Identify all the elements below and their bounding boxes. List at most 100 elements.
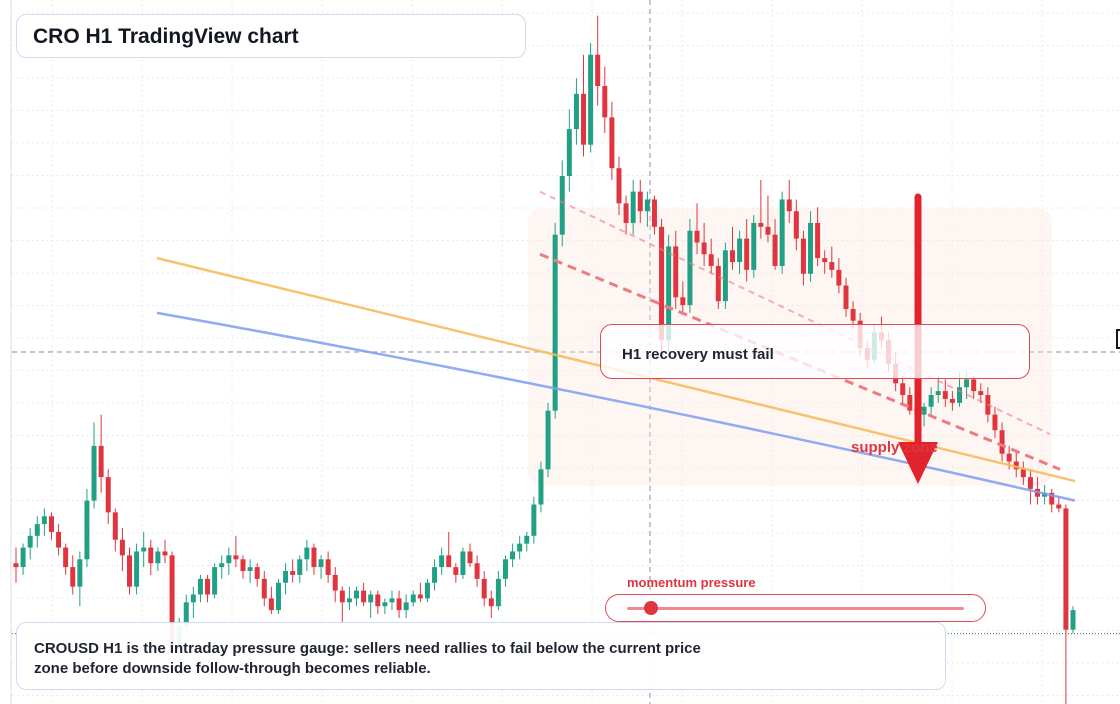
title-card: CRO H1 TradingView chart [16,14,526,58]
candle-body [566,129,572,176]
candle-up [808,211,814,282]
candle-body [772,234,778,266]
candle-down [836,258,842,294]
candle-body [850,308,856,321]
price-scale-marker [1116,329,1120,349]
chart-title: CRO H1 TradingView chart [33,25,299,48]
candle-up [155,547,161,572]
candle-down [13,547,19,583]
candle-body [56,531,62,548]
candle-up [283,563,289,595]
candle-body [453,567,459,575]
candle-down [765,195,771,243]
candle-body [907,395,913,411]
candle-body [354,590,360,599]
candle-body [999,430,1005,454]
candle-body [666,246,672,341]
candle-body [368,594,374,603]
momentum-knob[interactable] [643,601,658,615]
candle-body [502,559,508,579]
candle-up [517,535,523,560]
momentum-gauge [605,594,986,622]
candle-body [70,567,76,587]
candle-down [290,559,296,583]
candle-down [467,543,473,568]
candle-up [737,230,743,274]
candle-body [424,582,430,599]
candle-up [403,594,409,618]
candle-down [758,179,764,239]
candle-body [581,93,587,145]
candle-up [275,578,281,615]
candle-up [27,528,33,560]
candle-down [843,277,849,317]
candle-body [900,383,906,396]
candle-up [141,531,147,568]
candle-up [644,191,650,227]
candle-body [197,578,203,595]
candle-body [517,543,523,552]
candle-down [949,391,955,411]
candle-down [999,422,1005,462]
candle-up [687,219,693,313]
candle-up [318,555,324,579]
candle-body [460,551,466,575]
trendline-lower [539,252,1061,471]
candle-body [481,578,487,599]
candle-down [417,582,423,603]
candle-body [162,551,168,556]
candle-down [446,531,452,568]
candle-up [531,496,537,544]
candle-down [850,301,856,329]
candle-body [339,590,345,603]
candle-body [318,559,324,568]
candle-body [715,265,721,302]
candle-up [566,109,572,192]
candle-body [148,547,154,564]
candle-body [595,54,601,87]
candle-body [134,551,140,587]
candle-down [992,406,998,439]
candle-body [205,578,211,595]
candle-up [921,402,927,427]
candle-up [439,547,445,575]
candle-body [84,500,90,560]
candle-down [829,246,835,278]
candle-body [41,516,47,525]
candle-body [510,551,516,560]
moving-average-slow [156,311,1076,502]
candle-body [254,567,260,579]
candle-body [573,93,579,130]
candle-body [1056,504,1062,509]
candle-body [1013,461,1019,470]
candle-body [247,567,253,572]
candle-body [935,391,941,396]
candle-down [119,528,125,572]
candle-body [779,199,785,266]
candle-down [602,66,608,133]
candle-body [20,547,26,568]
candle-body [928,395,934,407]
candle-body [105,477,111,513]
candle-down [616,156,622,216]
candle-down [453,563,459,583]
candle-down [1013,449,1019,478]
candle-body [112,512,118,540]
momentum-label: momentum pressure [627,575,756,590]
recovery-callout-text: H1 recovery must fail [622,346,774,363]
candle-up [382,598,388,615]
candle-body [290,571,296,575]
candle-down [942,379,948,407]
candle-up [41,508,47,536]
candle-body [630,191,636,223]
candle-up [538,461,544,513]
candle-up [722,242,728,309]
candle-body [637,191,643,212]
candle-up [346,586,352,611]
candle-body [623,203,629,223]
candle-up [368,590,374,618]
candle-body [141,547,147,552]
candle-body [48,516,54,532]
candles [13,15,1076,704]
